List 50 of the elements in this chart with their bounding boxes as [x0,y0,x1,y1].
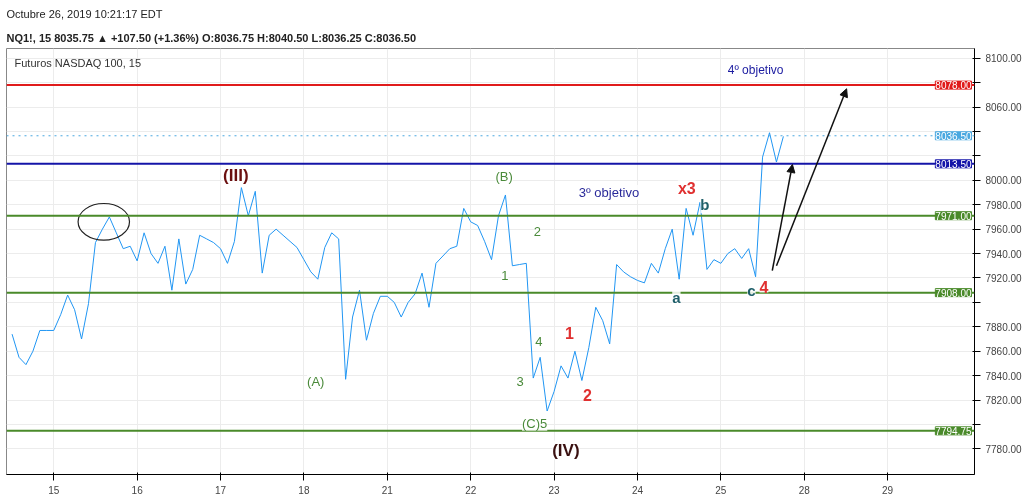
annotation: (III) [223,165,249,185]
y-tick-label: 7940.00 [985,248,1023,260]
y-tick-label: 7980.00 [985,199,1023,211]
annotation: 2 [582,387,592,405]
y-tick-label: 7780.00 [985,443,1023,455]
text: NQ1!, 15 8035.75 ▲ +107.50 (+1.36%) O:8036.75 H:8040.50 L:8036.25 C:8036.50 [6,31,417,44]
annotation: (IV) [552,440,580,460]
annotation: 1 [564,324,574,342]
text: Futuros NASDAQ 100, 15 [14,56,142,69]
x-tick-label: 15 [48,484,60,496]
annotation: b [700,196,710,214]
x-tick-label: 28 [798,484,811,496]
y-tick-label: 7860.00 [985,346,1023,358]
x-tick-label: 29 [882,484,894,496]
annotation: 4 [759,278,769,296]
x-tick-label: 24 [631,484,644,496]
x-tick-label: 17 [214,484,227,496]
y-tick-label: 7840.00 [985,370,1023,382]
ref-line-label: 7971.00 [935,210,972,222]
ref-line-label: 8036.50 [935,130,972,142]
y-tick-label: 8060.00 [985,102,1023,114]
annotation: (A) [307,374,325,390]
chart-subtitle: Octubre 26, 2019 10:21:17 EDT [6,7,163,20]
x-tick-label: 25 [715,484,727,496]
x-tick-label: 22 [465,484,477,496]
x-tick-label: 23 [548,484,561,496]
ref-line-label: 7908.00 [935,287,972,299]
annotation: (C)5 [521,415,548,431]
annotation: 1 [501,268,509,284]
annotation: x3 [677,180,696,198]
annotation: 4º objetivo [727,63,784,78]
y-tick-label: 7820.00 [985,395,1023,407]
x-tick-label: 16 [131,484,144,496]
y-tick-label: 8100.00 [985,53,1023,65]
ref-line-label: 8078.00 [935,80,972,92]
x-tick-label: 21 [381,484,394,496]
y-tick-label: 8000.00 [985,175,1023,187]
ref-line-label: 7794.75 [935,425,972,437]
annotation: 3 [516,374,524,390]
y-tick-label: 7880.00 [985,321,1023,333]
y-tick-label: 7920.00 [985,272,1023,284]
annotation: c [747,281,756,299]
annotation: (B) [495,169,513,185]
ref-line-label: 8013.50 [935,158,972,170]
y-tick-label: 7960.00 [985,224,1023,236]
annotation: a [672,289,682,307]
annotation: 2 [533,224,542,240]
x-tick-label: 18 [298,484,310,496]
annotation: 4 [535,333,543,349]
annotation: 3º objetivo [578,185,640,201]
